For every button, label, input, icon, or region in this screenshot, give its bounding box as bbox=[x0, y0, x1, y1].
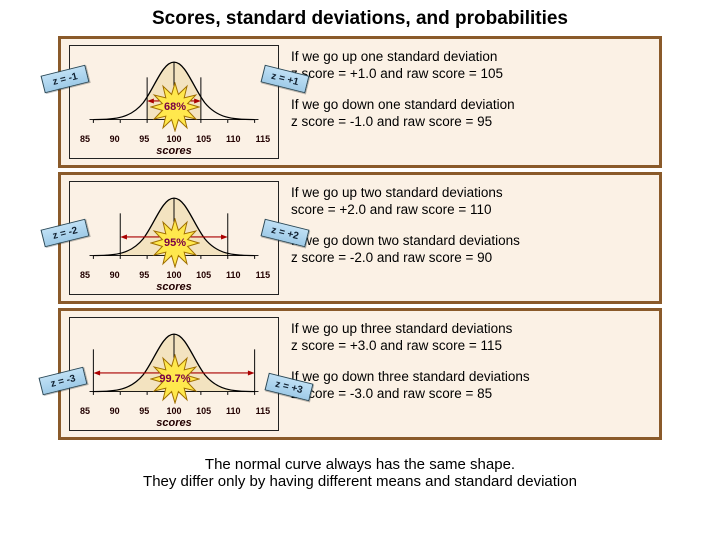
up-line-2: z score = +1.0 and raw score = 105 bbox=[291, 66, 653, 83]
axis-tick-labels: 85 90 95 100 105 110 115 bbox=[76, 270, 272, 280]
axis-tick: 100 bbox=[165, 406, 183, 416]
axis-tick: 95 bbox=[135, 134, 153, 144]
percentage-starburst: 95% bbox=[150, 218, 200, 268]
axis-tick: 85 bbox=[76, 134, 94, 144]
explanation-text: If we go up three standard deviations z … bbox=[287, 311, 659, 437]
footer-line-1: The normal curve always has the same sha… bbox=[30, 456, 690, 473]
page-title: Scores, standard deviations, and probabi… bbox=[0, 0, 720, 36]
down-line-2: z score = -3.0 and raw score = 85 bbox=[291, 386, 653, 403]
down-line-1: If we go down two standard deviations bbox=[291, 233, 653, 250]
explanation-text: If we go up one standard deviation z sco… bbox=[287, 39, 659, 165]
axis-tick: 110 bbox=[224, 270, 242, 280]
axis-tick: 85 bbox=[76, 406, 94, 416]
axis-tick: 110 bbox=[224, 134, 242, 144]
bell-curve-chart: 859095100105110115scoresz = -3z = +399.7… bbox=[69, 317, 279, 431]
percentage-starburst: 99.7% bbox=[150, 354, 200, 404]
axis-tick: 105 bbox=[195, 270, 213, 280]
down-line-2: z score = -2.0 and raw score = 90 bbox=[291, 250, 653, 267]
up-line-2: score = +2.0 and raw score = 110 bbox=[291, 202, 653, 219]
axis-tick: 105 bbox=[195, 134, 213, 144]
bell-curve-chart: 859095100105110115scoresz = -2z = +295% bbox=[69, 181, 279, 295]
axis-tick: 95 bbox=[135, 270, 153, 280]
down-line-1: If we go down one standard deviation bbox=[291, 97, 653, 114]
down-line-1: If we go down three standard deviations bbox=[291, 369, 653, 386]
axis-tick-labels: 85 90 95 100 105 110 115 bbox=[76, 406, 272, 416]
panel-2sd: 859095100105110115scoresz = -2z = +295% … bbox=[58, 172, 662, 304]
axis-tick: 100 bbox=[165, 270, 183, 280]
axis-tick-labels: 85 90 95 100 105 110 115 bbox=[76, 134, 272, 144]
axis-tick: 115 bbox=[254, 270, 272, 280]
percentage-starburst: 68% bbox=[150, 82, 200, 132]
footer-text: The normal curve always has the same sha… bbox=[0, 440, 720, 490]
axis-tick: 90 bbox=[106, 406, 124, 416]
axis-label: scores bbox=[70, 145, 278, 157]
up-line-1: If we go up one standard deviation bbox=[291, 49, 653, 66]
axis-tick: 115 bbox=[254, 134, 272, 144]
explanation-text: If we go up two standard deviations scor… bbox=[287, 175, 659, 301]
up-line-2: z score = +3.0 and raw score = 115 bbox=[291, 338, 653, 355]
down-line-2: z score = -1.0 and raw score = 95 bbox=[291, 114, 653, 131]
percentage-value: 68% bbox=[164, 101, 186, 113]
axis-tick: 100 bbox=[165, 134, 183, 144]
bell-curve-chart: 859095100105110115scoresz = -1z = +168% bbox=[69, 45, 279, 159]
axis-label: scores bbox=[70, 281, 278, 293]
percentage-value: 99.7% bbox=[159, 373, 190, 385]
footer-line-2: They differ only by having different mea… bbox=[30, 473, 690, 490]
panel-1sd: 859095100105110115scoresz = -1z = +168% … bbox=[58, 36, 662, 168]
axis-tick: 105 bbox=[195, 406, 213, 416]
axis-tick: 95 bbox=[135, 406, 153, 416]
up-line-1: If we go up three standard deviations bbox=[291, 321, 653, 338]
axis-label: scores bbox=[70, 417, 278, 429]
axis-tick: 115 bbox=[254, 406, 272, 416]
axis-tick: 90 bbox=[106, 134, 124, 144]
axis-tick: 110 bbox=[224, 406, 242, 416]
panel-3sd: 859095100105110115scoresz = -3z = +399.7… bbox=[58, 308, 662, 440]
axis-tick: 85 bbox=[76, 270, 94, 280]
percentage-value: 95% bbox=[164, 237, 186, 249]
axis-tick: 90 bbox=[106, 270, 124, 280]
panels-container: 859095100105110115scoresz = -1z = +168% … bbox=[0, 36, 720, 440]
up-line-1: If we go up two standard deviations bbox=[291, 185, 653, 202]
